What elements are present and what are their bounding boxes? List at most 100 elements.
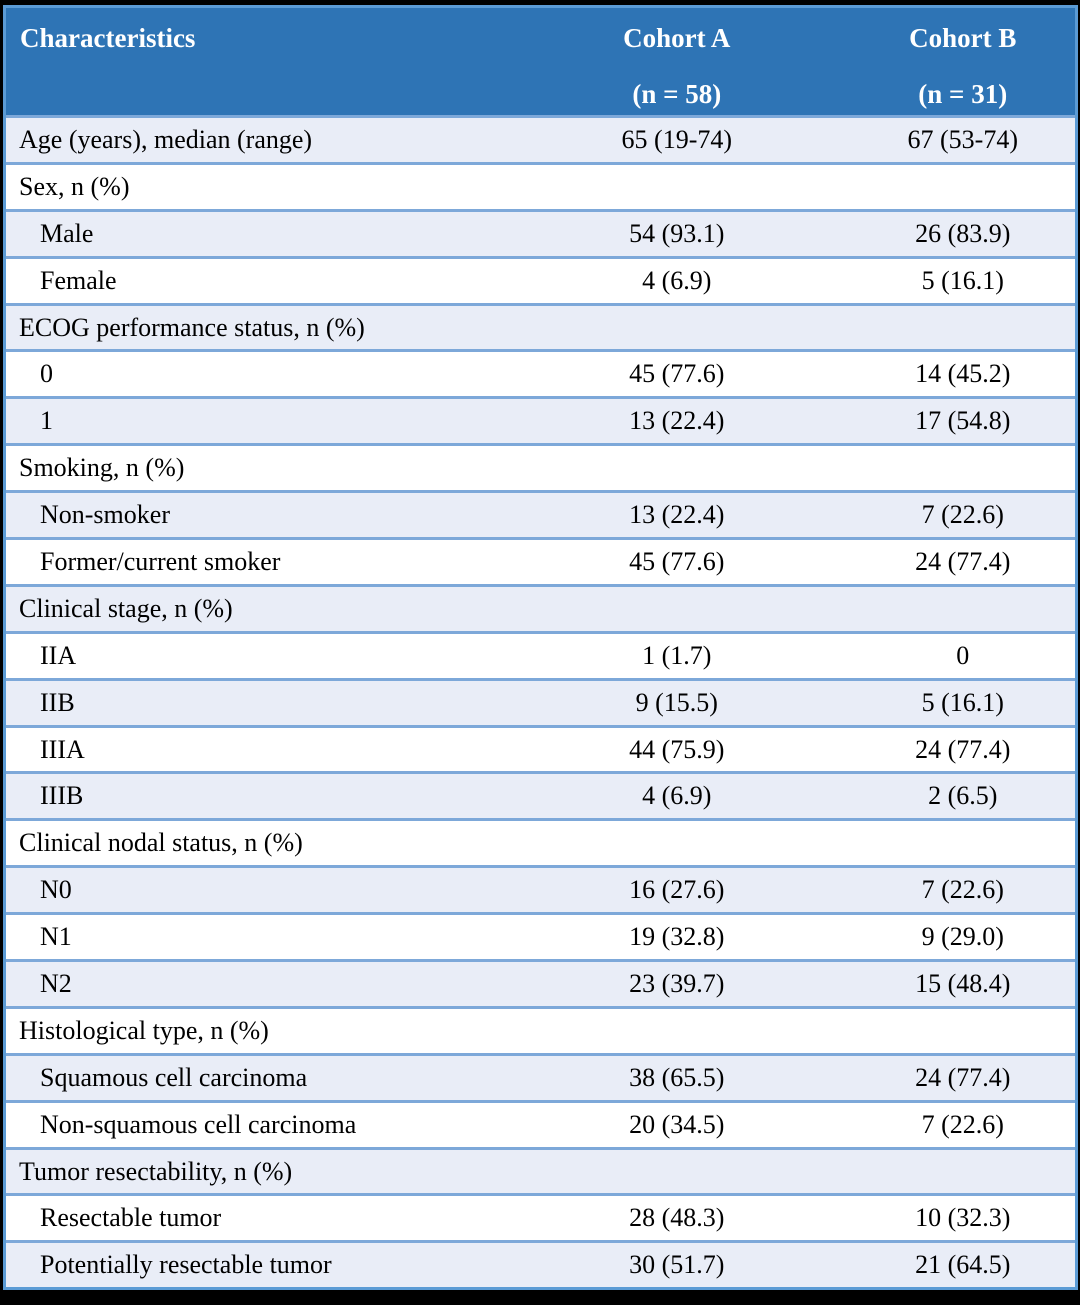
table-row: Squamous cell carcinoma 38 (65.5) 24 (77.4… (6, 1054, 1075, 1102)
cohort-b-value: 24 (77.4) (915, 1062, 1011, 1092)
cohort-a-value: 9 (15.5) (635, 687, 718, 717)
table-row: IIB 9 (15.5) 5 (16.1) (6, 679, 1075, 727)
table-row: Histological type, n (%) (6, 1007, 1076, 1055)
cohort-b-value: 9 (29.0) (921, 922, 1004, 952)
row-label: Tumor resectability, n (%) (19, 1156, 293, 1186)
cohort-a-value: 4 (6.9) (642, 781, 712, 811)
row-label: IIIA (40, 734, 85, 764)
cohort-b-value: 5 (16.1) (921, 265, 1004, 295)
cohort-b-value (851, 1148, 1076, 1195)
characteristics-table-container: Characteristics Cohort A (n = 58) Cohort… (3, 5, 1078, 1290)
cohort-a-value (503, 445, 850, 492)
cohort-a-value: 23 (39.7) (629, 968, 725, 998)
table-row: Non-squamous cell carcinoma 20 (34.5) 7 (2… (6, 1101, 1075, 1149)
cohort-b-value: 24 (77.4) (915, 546, 1011, 576)
cohort-a-value (503, 163, 850, 210)
row-label: Squamous cell carcinoma (40, 1062, 308, 1092)
table-row: N0 16 (27.6) 7 (22.6) (6, 866, 1075, 914)
cohort-b-value: 14 (45.2) (915, 359, 1011, 389)
table-row: Sex, n (%) (6, 163, 1076, 211)
header-cohort-b: Cohort B (n = 31) (850, 8, 1075, 117)
table-row: 0 45 (77.6) 14 (45.2) (6, 350, 1075, 398)
table-row: N2 23 (39.7) 15 (48.4) (6, 960, 1075, 1008)
table-row: Non-smoker 13 (22.4) 7 (22.6) (6, 491, 1075, 539)
cohort-a-value: 45 (77.6) (629, 546, 725, 576)
cohort-a-value: 20 (34.5) (629, 1109, 725, 1139)
header-row: Characteristics Cohort A (n = 58) Cohort… (6, 8, 1075, 117)
row-label: ECOG performance status, n (%) (19, 312, 365, 342)
table-row: Age (years), median (range) 65 (19-74) 67 … (6, 116, 1075, 164)
table-row: Former/current smoker 45 (77.6) 24 (77.4) (6, 538, 1075, 586)
cohort-a-name: Cohort A (623, 23, 731, 53)
cohort-a-n: (n = 58) (632, 79, 722, 109)
table-row: 1 13 (22.4) 17 (54.8) (6, 397, 1075, 445)
cohort-b-name: Cohort B (909, 23, 1017, 53)
cohort-b-value (851, 1007, 1076, 1054)
cohort-a-value: 4 (6.9) (642, 265, 712, 295)
table-row: ECOG performance status, n (%) (6, 304, 1075, 351)
cohort-b-value (851, 585, 1076, 632)
cohort-a-value: 45 (77.6) (629, 359, 725, 389)
cohort-b-value: 15 (48.4) (915, 968, 1011, 998)
cohort-a-value (503, 304, 850, 351)
cohort-b-value: 26 (83.9) (915, 218, 1011, 248)
table-row: Potentially resectable tumor 30 (51.7) 21 … (6, 1241, 1075, 1287)
header-cohort-a: Cohort A (n = 58) (503, 8, 851, 117)
table-row: Female 4 (6.9) 5 (16.1) (6, 257, 1075, 305)
cohort-a-value: 1 (1.7) (642, 640, 712, 670)
row-label: Age (years), median (range) (19, 124, 313, 154)
table-row: Resectable tumor 28 (48.3) 10 (32.3) (6, 1194, 1075, 1242)
table-row: Clinical stage, n (%) (6, 585, 1076, 633)
table-row: Smoking, n (%) (6, 444, 1076, 492)
cohort-b-value: 24 (77.4) (915, 734, 1011, 764)
cohort-a-value: 13 (22.4) (629, 406, 725, 436)
table-row: IIIA 44 (75.9) 24 (77.4) (6, 726, 1075, 773)
cohort-a-value: 19 (32.8) (629, 922, 725, 952)
cohort-b-value: 67 (53-74) (907, 124, 1018, 154)
cohort-b-value: 10 (32.3) (915, 1203, 1011, 1233)
cohort-b-value (851, 304, 1076, 351)
cohort-b-value: 0 (956, 640, 970, 670)
cohort-b-n: (n = 31) (918, 79, 1008, 109)
cohort-b-value: 7 (22.6) (921, 1109, 1004, 1139)
row-label: IIIB (40, 781, 84, 811)
cohort-b-value: 5 (16.1) (921, 687, 1004, 717)
row-label: 1 (40, 406, 53, 436)
cohort-b-value (851, 163, 1076, 210)
cohort-a-value: 54 (93.1) (629, 218, 725, 248)
cohort-a-value: 38 (65.5) (629, 1062, 725, 1092)
cohort-a-value: 65 (19-74) (621, 124, 733, 154)
cohort-a-value: 30 (51.7) (629, 1250, 725, 1280)
row-label: Male (40, 218, 94, 248)
patient-characteristics-table: Characteristics Cohort A (n = 58) Cohort… (6, 8, 1075, 1287)
cohort-b-value: 7 (22.6) (921, 500, 1004, 530)
cohort-b-value: 21 (64.5) (915, 1250, 1011, 1280)
cohort-b-value: 7 (22.6) (921, 875, 1004, 905)
row-label: N1 (40, 922, 72, 952)
cohort-a-value: 28 (48.3) (629, 1203, 725, 1233)
table-row: Tumor resectability, n (%) (6, 1148, 1075, 1195)
cohort-a-value: 16 (27.6) (629, 875, 725, 905)
row-label: N0 (40, 875, 72, 905)
cohort-a-value (503, 1007, 850, 1054)
row-label: Non-smoker (40, 500, 170, 530)
row-label: Potentially resectable tumor (40, 1250, 332, 1280)
cohort-b-value: 17 (54.8) (915, 406, 1011, 436)
table-row: Clinical nodal status, n (%) (6, 819, 1076, 867)
cohort-b-value (851, 445, 1076, 492)
row-label: Resectable tumor (40, 1203, 222, 1233)
row-label: Former/current smoker (40, 546, 281, 576)
table-body: Age (years), median (range) 65 (19-74) 67 … (6, 116, 1076, 1287)
cohort-b-value (851, 820, 1076, 867)
row-label: Clinical nodal status, n (%) (19, 828, 303, 858)
cohort-a-value (503, 820, 850, 867)
header-characteristics: Characteristics (6, 8, 504, 117)
row-label: Sex, n (%) (19, 171, 130, 201)
cohort-a-value (503, 585, 850, 632)
cohort-a-value: 13 (22.4) (629, 500, 725, 530)
row-label: Non-squamous cell carcinoma (40, 1109, 357, 1139)
row-label: Histological type, n (%) (19, 1015, 269, 1045)
table-row: N1 19 (32.8) 9 (29.0) (6, 913, 1075, 961)
row-label: IIA (40, 640, 77, 670)
table-row: Male 54 (93.1) 26 (83.9) (6, 210, 1075, 258)
